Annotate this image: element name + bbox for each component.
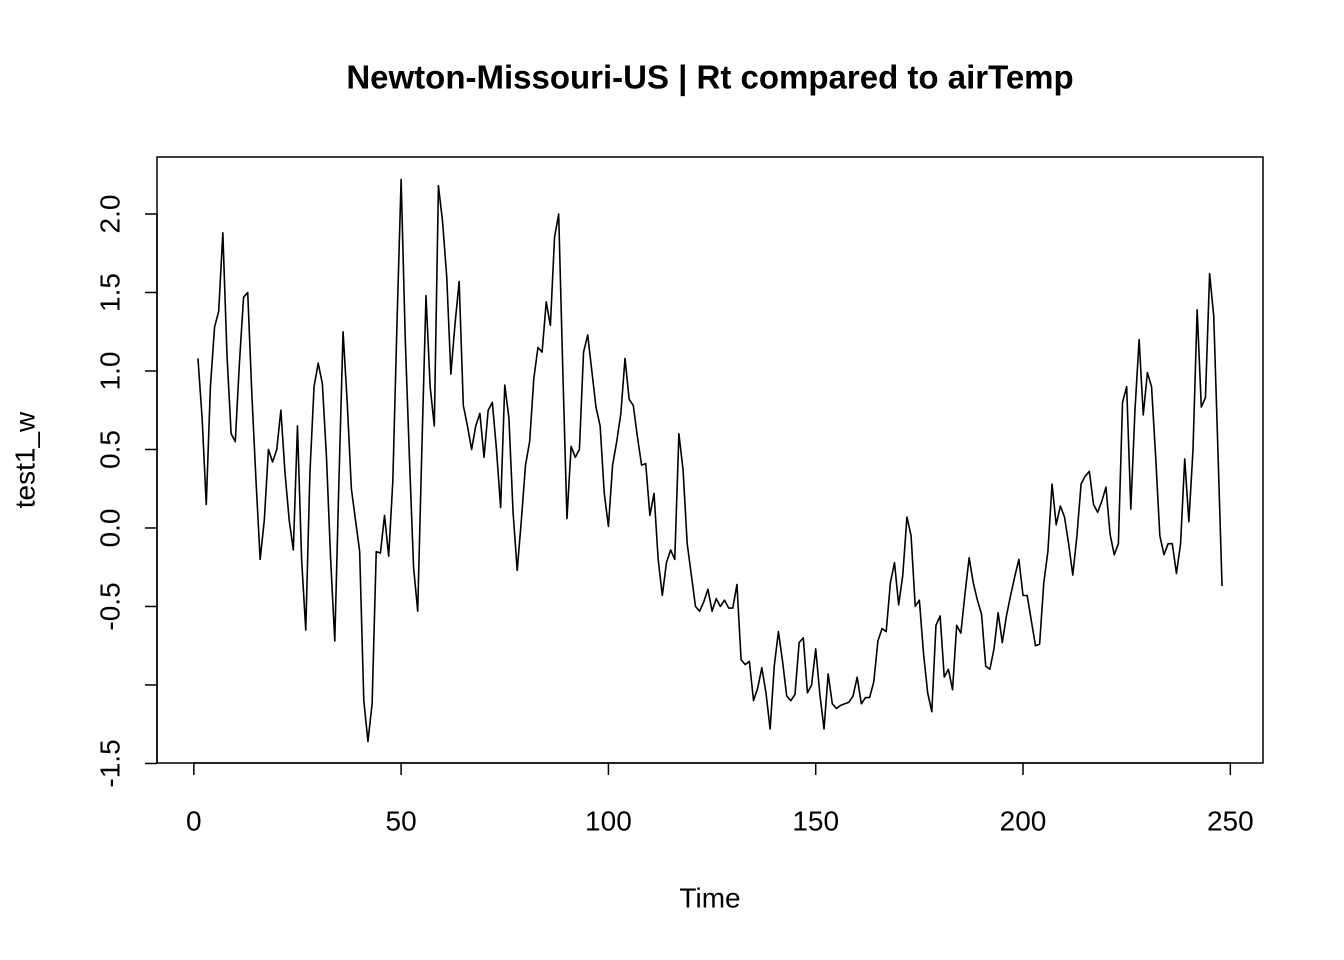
y-tick-label: 1.0 (94, 352, 125, 391)
y-tick-label: 2.0 (94, 195, 125, 234)
data-line (197, 178, 1223, 743)
x-tick-label: 100 (585, 805, 632, 836)
x-tick-label: 250 (1207, 805, 1254, 836)
y-tick-label: -0.5 (94, 582, 125, 630)
x-axis-label: Time (679, 882, 740, 913)
x-tick-label: 200 (1000, 805, 1047, 836)
x-tick-label: 150 (792, 805, 839, 836)
y-tick-label: 1.5 (94, 273, 125, 312)
x-tick-label: 50 (386, 805, 417, 836)
y-tick-label: -1.5 (94, 739, 125, 787)
x-tick-label: 0 (186, 805, 202, 836)
chart-title: Newton-Missouri-US | Rt compared to airT… (346, 59, 1073, 96)
y-axis-label: test1_w (9, 411, 40, 508)
y-tick-label: 0.5 (94, 430, 125, 469)
y-tick-label: 0.0 (94, 509, 125, 548)
